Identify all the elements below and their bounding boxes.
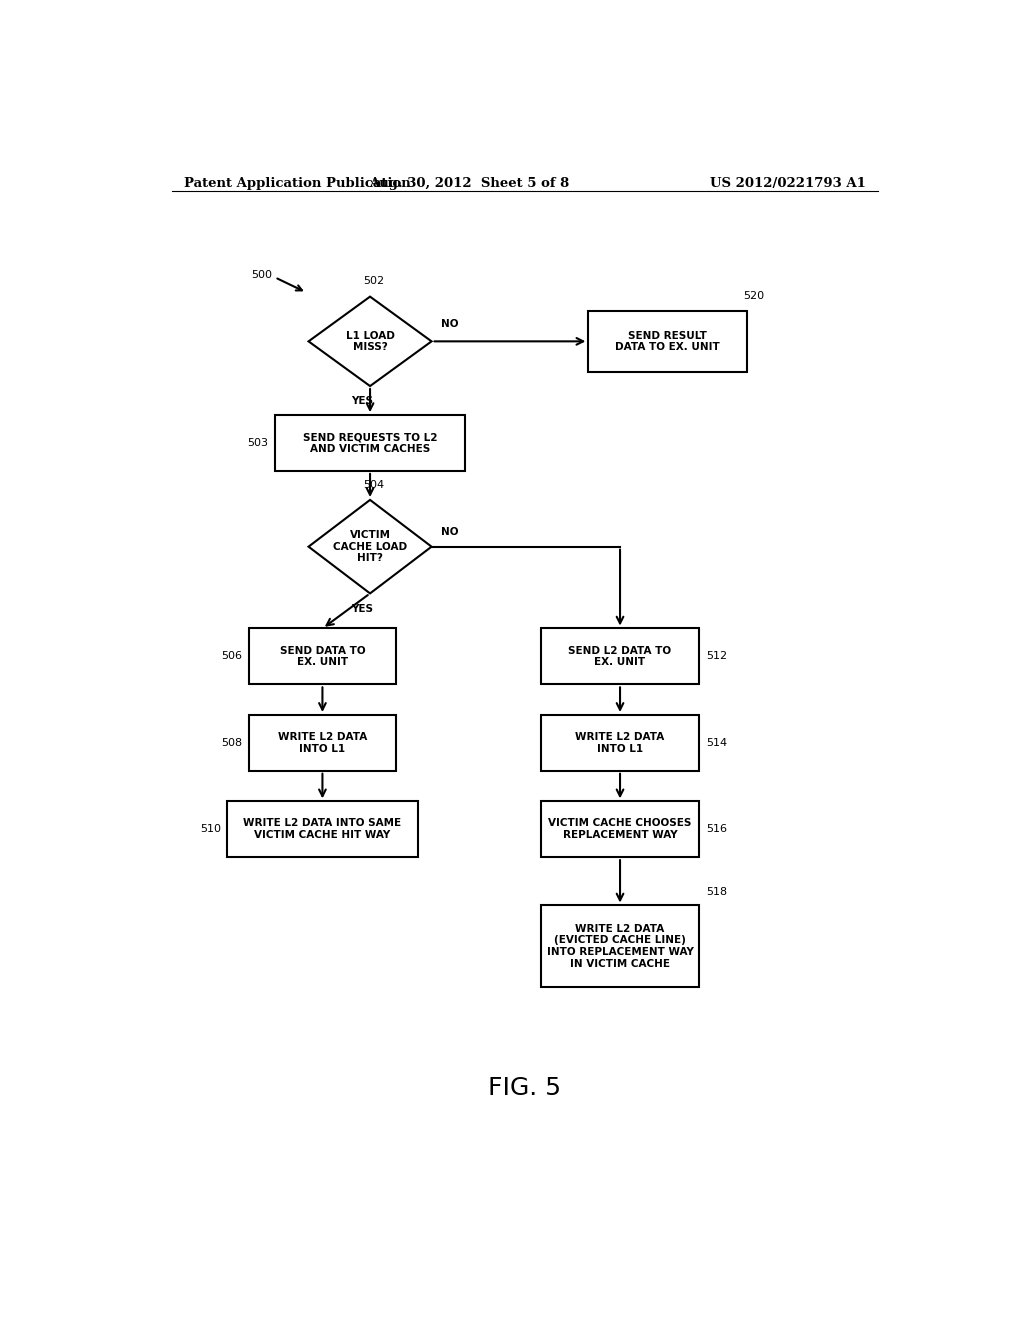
Text: SEND L2 DATA TO
EX. UNIT: SEND L2 DATA TO EX. UNIT	[568, 645, 672, 667]
FancyBboxPatch shape	[249, 715, 396, 771]
Text: 510: 510	[200, 824, 221, 834]
Text: 520: 520	[743, 290, 764, 301]
FancyBboxPatch shape	[588, 312, 748, 372]
Text: 502: 502	[364, 276, 385, 286]
Text: Patent Application Publication: Patent Application Publication	[183, 177, 411, 190]
Text: 506: 506	[221, 652, 243, 661]
Text: SEND REQUESTS TO L2
AND VICTIM CACHES: SEND REQUESTS TO L2 AND VICTIM CACHES	[303, 432, 437, 454]
FancyBboxPatch shape	[249, 628, 396, 684]
FancyBboxPatch shape	[541, 715, 699, 771]
Text: 514: 514	[706, 738, 727, 748]
Text: YES: YES	[351, 603, 373, 614]
FancyBboxPatch shape	[274, 414, 465, 471]
FancyBboxPatch shape	[541, 628, 699, 684]
Text: WRITE L2 DATA INTO SAME
VICTIM CACHE HIT WAY: WRITE L2 DATA INTO SAME VICTIM CACHE HIT…	[244, 818, 401, 840]
Text: NO: NO	[441, 319, 459, 329]
Text: 516: 516	[706, 824, 727, 834]
Text: 512: 512	[706, 652, 727, 661]
Polygon shape	[308, 500, 431, 594]
FancyBboxPatch shape	[541, 906, 699, 987]
Text: 504: 504	[364, 479, 385, 490]
Text: 500: 500	[251, 271, 272, 280]
Text: SEND DATA TO
EX. UNIT: SEND DATA TO EX. UNIT	[280, 645, 366, 667]
FancyBboxPatch shape	[541, 801, 699, 857]
Text: VICTIM CACHE CHOOSES
REPLACEMENT WAY: VICTIM CACHE CHOOSES REPLACEMENT WAY	[548, 818, 692, 840]
Text: Aug. 30, 2012  Sheet 5 of 8: Aug. 30, 2012 Sheet 5 of 8	[369, 177, 569, 190]
Text: FIG. 5: FIG. 5	[488, 1076, 561, 1101]
Text: 508: 508	[221, 738, 243, 748]
Text: YES: YES	[351, 396, 373, 407]
Text: 503: 503	[248, 438, 268, 447]
Text: US 2012/0221793 A1: US 2012/0221793 A1	[711, 177, 866, 190]
Polygon shape	[308, 297, 431, 385]
Text: L1 LOAD
MISS?: L1 LOAD MISS?	[346, 330, 394, 352]
Text: SEND RESULT
DATA TO EX. UNIT: SEND RESULT DATA TO EX. UNIT	[615, 330, 720, 352]
Text: NO: NO	[441, 527, 459, 536]
Text: WRITE L2 DATA
INTO L1: WRITE L2 DATA INTO L1	[575, 733, 665, 754]
Text: VICTIM
CACHE LOAD
HIT?: VICTIM CACHE LOAD HIT?	[333, 531, 408, 564]
FancyBboxPatch shape	[227, 801, 418, 857]
Text: WRITE L2 DATA
INTO L1: WRITE L2 DATA INTO L1	[278, 733, 367, 754]
Text: 518: 518	[706, 887, 727, 898]
Text: WRITE L2 DATA
(EVICTED CACHE LINE)
INTO REPLACEMENT WAY
IN VICTIM CACHE: WRITE L2 DATA (EVICTED CACHE LINE) INTO …	[547, 924, 693, 969]
